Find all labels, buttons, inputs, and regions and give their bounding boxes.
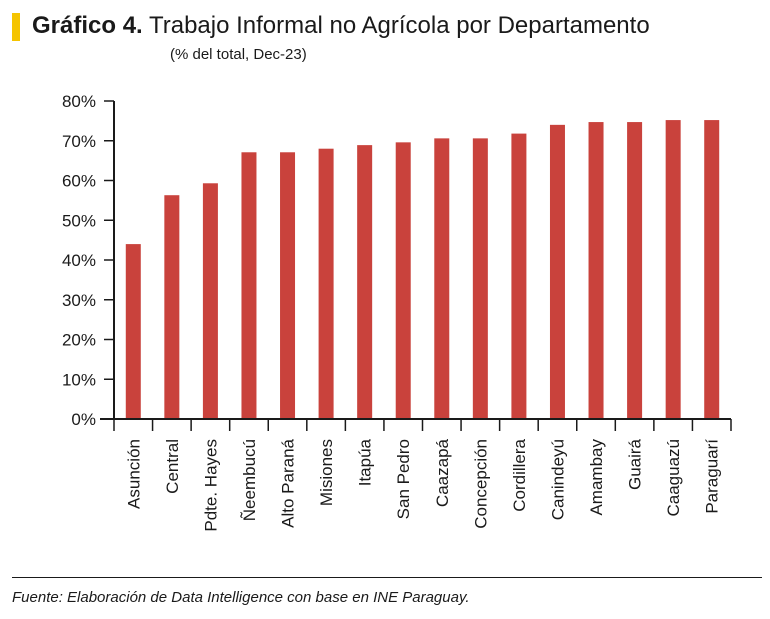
bar-misiones bbox=[318, 148, 334, 419]
bar-san-pedro bbox=[395, 142, 411, 419]
bar-amambay bbox=[588, 122, 604, 419]
x-tick-label: Concepción bbox=[471, 439, 490, 529]
bar-guairá bbox=[627, 122, 643, 419]
y-tick-label: 20% bbox=[62, 331, 96, 350]
chart-title-text: Trabajo Informal no Agrícola por Departa… bbox=[148, 12, 650, 39]
bar-pdte-hayes bbox=[202, 183, 218, 419]
y-axis-ticks: 0% 10% 20% 30% 40% 50% 60% 70% 80% bbox=[62, 92, 114, 429]
bar-ñeembucú bbox=[241, 152, 257, 419]
x-tick-label: Paraguarí bbox=[703, 439, 722, 514]
bar-central bbox=[164, 195, 180, 419]
source-note: Fuente: Elaboración de Data Intelligence… bbox=[12, 589, 470, 606]
x-tick-label: Itapúa bbox=[356, 438, 375, 486]
y-tick-label: 60% bbox=[62, 172, 96, 191]
x-axis-ticks: Asunción Central Pdte. Hayes Ñeembucú Alto P… bbox=[113, 419, 732, 532]
bar-cordillera bbox=[511, 133, 527, 419]
x-tick-label: Amambay bbox=[587, 439, 606, 516]
x-tick-label: Guairá bbox=[626, 438, 645, 490]
y-tick-label: 30% bbox=[62, 291, 96, 310]
x-tick-label: Misiones bbox=[317, 439, 336, 506]
y-tick-label: 40% bbox=[62, 251, 96, 270]
title-accent-bar bbox=[12, 13, 20, 41]
x-tick-label: Canindeyú bbox=[548, 439, 567, 520]
x-tick-label: Caazapá bbox=[433, 438, 452, 507]
y-tick-label: 50% bbox=[62, 211, 96, 230]
x-tick-label: Cordillera bbox=[510, 438, 529, 511]
bar-itapúa bbox=[357, 145, 373, 419]
y-tick-label: 80% bbox=[62, 92, 96, 111]
chart-title: Gráfico 4. Trabajo Informal no Agrícola … bbox=[32, 12, 650, 40]
bars bbox=[125, 120, 720, 420]
x-tick-label: San Pedro bbox=[394, 439, 413, 519]
footer-divider bbox=[12, 577, 762, 578]
bar-chart: 0% 10% 20% 30% 40% 50% 60% 70% 80% Asunción Centr… bbox=[62, 92, 732, 532]
x-tick-label: Ñeembucú bbox=[240, 439, 259, 521]
figure-label: Gráfico 4. bbox=[32, 12, 143, 39]
y-tick-label: 10% bbox=[62, 370, 96, 389]
bar-concepción bbox=[472, 138, 488, 420]
bar-caazapá bbox=[434, 138, 450, 420]
y-tick-label: 0% bbox=[71, 410, 96, 429]
x-tick-label: Alto Paraná bbox=[279, 438, 298, 527]
bar-asunción bbox=[125, 244, 141, 419]
chart-subtitle: (% del total, Dec-23) bbox=[170, 46, 307, 63]
x-tick-label: Asunción bbox=[124, 439, 143, 509]
x-tick-label: Pdte. Hayes bbox=[201, 439, 220, 532]
bar-canindeyú bbox=[549, 124, 565, 419]
x-tick-label: Caaguazú bbox=[664, 439, 683, 517]
bar-alto-paraná bbox=[280, 152, 296, 419]
bar-paraguarí bbox=[704, 120, 720, 419]
bar-caaguazú bbox=[665, 120, 681, 419]
y-tick-label: 70% bbox=[62, 132, 96, 151]
x-tick-label: Central bbox=[163, 439, 182, 494]
